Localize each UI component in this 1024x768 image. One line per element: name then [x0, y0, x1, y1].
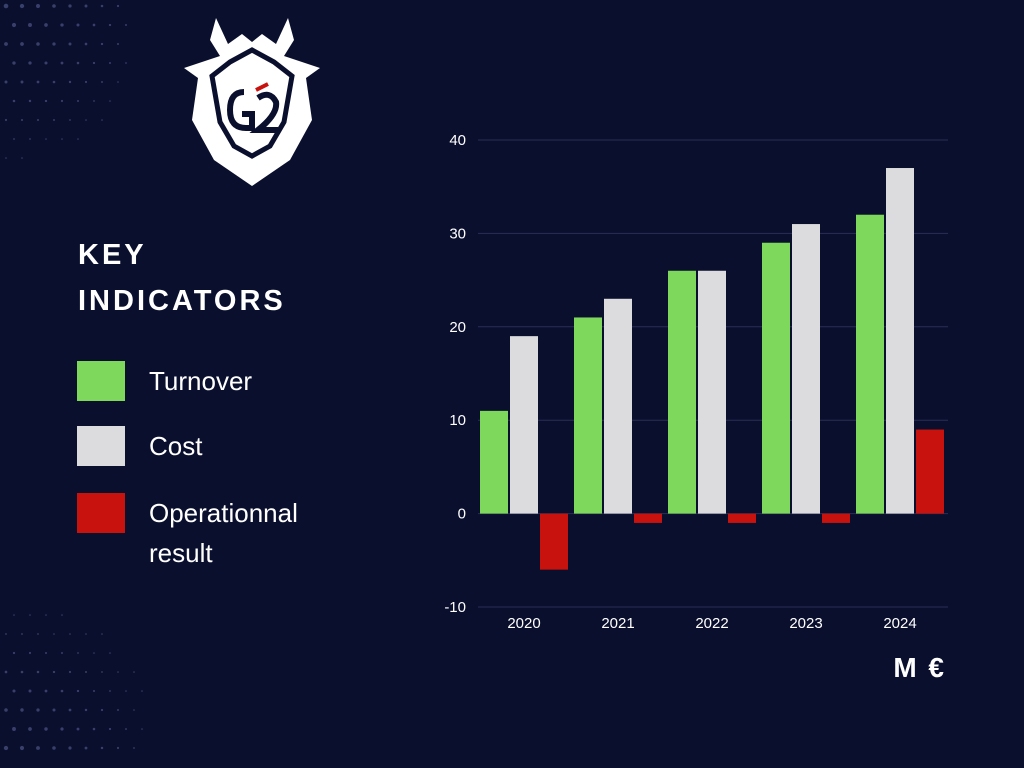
bar-cost-2023 — [792, 224, 820, 514]
y-tick-label: 0 — [458, 506, 466, 523]
y-tick-label: 30 — [449, 225, 466, 242]
bar-result-2022 — [728, 513, 756, 523]
x-tick-label: 2021 — [601, 615, 634, 632]
bar-result-2020 — [540, 513, 568, 570]
legend-swatch-turnover — [77, 361, 125, 401]
bar-cost-2020 — [510, 336, 538, 514]
legend-item-cost: Cost — [77, 426, 349, 466]
bar-result-2021 — [634, 513, 662, 523]
y-tick-label: 40 — [449, 132, 466, 149]
legend-item-result: Operationnal result — [77, 493, 349, 573]
x-tick-label: 2020 — [507, 615, 540, 632]
decorative-dot-pattern-top — [3, 3, 127, 159]
bar-turnover-2021 — [574, 317, 602, 514]
legend-label-turnover: Turnover — [149, 366, 253, 396]
x-tick-label: 2024 — [883, 615, 916, 632]
bar-result-2023 — [822, 513, 850, 523]
chart-title: KEY INDICATORS — [78, 232, 286, 324]
unit-label: M € — [893, 652, 946, 683]
legend-label-result: Operationnal result — [149, 498, 298, 568]
bar-turnover-2023 — [762, 242, 790, 514]
title-line-1: KEY — [78, 239, 147, 271]
bar-cost-2022 — [698, 270, 726, 514]
bar-cost-2024 — [886, 168, 914, 514]
legend-item-turnover: Turnover — [77, 361, 349, 401]
y-tick-label: 20 — [449, 319, 466, 336]
bar-turnover-2022 — [668, 270, 696, 514]
bar-turnover-2024 — [856, 214, 884, 514]
y-tick-label: 10 — [449, 412, 466, 429]
x-tick-label: 2022 — [695, 615, 728, 632]
title-line-2: INDICATORS — [78, 285, 286, 317]
decorative-dot-pattern-bottom — [3, 614, 143, 751]
bar-result-2024 — [916, 429, 944, 514]
bar-cost-2021 — [604, 298, 632, 514]
legend-swatch-cost — [77, 426, 125, 466]
legend-swatch-result — [77, 493, 125, 533]
legend-label-cost: Cost — [149, 431, 203, 461]
y-tick-label: -10 — [444, 599, 466, 616]
g2-esports-logo — [184, 18, 320, 186]
x-tick-label: 2023 — [789, 615, 822, 632]
bar-turnover-2020 — [480, 410, 508, 514]
